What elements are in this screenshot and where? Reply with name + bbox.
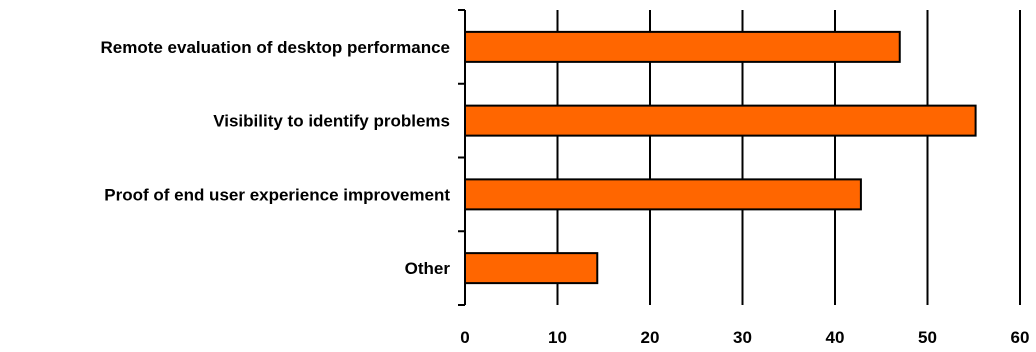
labels: 0 10 20 30 40 50 60 Remote evaluation of deskto… [100, 38, 1029, 347]
x-tick-label: 30 [733, 328, 752, 347]
bar [464, 252, 599, 285]
axes [458, 9, 466, 306]
category-label: Visibility to identify problems [213, 112, 450, 131]
category-label: Proof of end user experience improvement [104, 185, 450, 204]
bar [464, 104, 977, 137]
x-tick-label: 60 [1011, 328, 1030, 347]
category-label: Remote evaluation of desktop performance [100, 38, 450, 57]
x-tick-label: 40 [826, 328, 845, 347]
category-label: Other [405, 259, 451, 278]
x-tick-label: 50 [918, 328, 937, 347]
x-tick-label: 20 [641, 328, 660, 347]
bar [464, 30, 901, 63]
bars [464, 30, 977, 285]
x-tick-label: 10 [548, 328, 567, 347]
bar [464, 178, 862, 211]
x-tick-label: 0 [460, 328, 469, 347]
